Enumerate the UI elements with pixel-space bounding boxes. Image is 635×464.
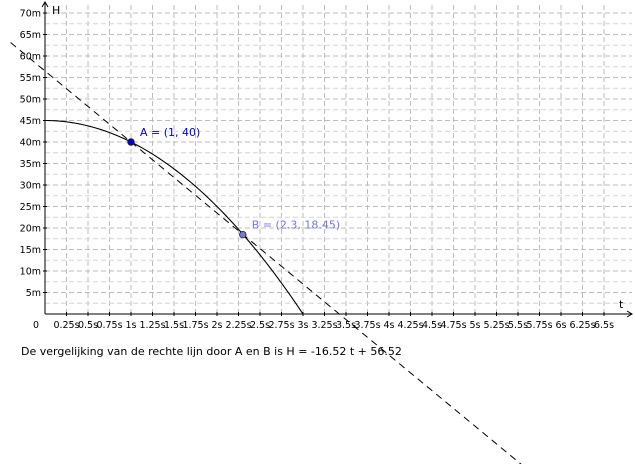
x-tick-label: 0.5s xyxy=(78,320,98,331)
point-b[interactable] xyxy=(239,230,247,239)
secant-line xyxy=(10,42,522,464)
x-tick-label: 5.25s xyxy=(483,320,509,331)
y-tick-label: 70m xyxy=(20,9,41,20)
y-tick-label: 45m xyxy=(20,116,41,127)
x-tick-label: 6.5s xyxy=(594,320,614,331)
y-tick-label: 20m xyxy=(20,224,41,235)
x-tick-label: 4s xyxy=(384,320,395,331)
x-tick-label: 2.5s xyxy=(250,320,270,331)
x-tick-label: 6.25s xyxy=(569,320,595,331)
y-tick-label: 50m xyxy=(20,95,41,106)
height-curve xyxy=(44,119,304,315)
x-tick-label: 5.75s xyxy=(526,320,552,331)
points-layer[interactable]: A = (1, 40) B = (2.3, 18.45) xyxy=(127,126,340,239)
y-tick-label: 35m xyxy=(20,159,41,170)
grid xyxy=(44,5,632,315)
y-axis-label: H xyxy=(52,4,60,17)
y-tick-label: 25m xyxy=(20,202,41,213)
series-layer xyxy=(10,42,522,464)
x-tick-label: 2s xyxy=(212,320,223,331)
x-axis-arrow xyxy=(626,310,633,318)
x-tick-label: 4.25s xyxy=(397,320,423,331)
y-tick-label: 60m xyxy=(20,52,41,63)
point-b-label: B = (2.3, 18.45) xyxy=(252,219,340,232)
x-tick-label: 2.75s xyxy=(268,320,294,331)
x-axis-label: t xyxy=(619,298,624,311)
y-axis-arrow xyxy=(41,1,49,8)
y-tick-label: 30m xyxy=(20,181,41,192)
x-tick-label: 1.5s xyxy=(164,320,184,331)
x-tick-label: 3s xyxy=(298,320,309,331)
point-a[interactable] xyxy=(127,138,135,146)
x-tick-label: 3.5s xyxy=(336,320,356,331)
x-tick-label: 5.5s xyxy=(508,320,528,331)
x-tick-label: 5s xyxy=(470,320,481,331)
x-tick-label: 3.75s xyxy=(354,320,380,331)
x-tick-label: 6s xyxy=(556,320,567,331)
x-tick-label: 4.5s xyxy=(422,320,442,331)
y-tick-labels: 5m 10m 15m 20m 25m 30m 35m 40m 45m 50m 55m 60m 65m 70… xyxy=(20,9,47,299)
x-tick-label: 0.75s xyxy=(96,320,122,331)
y-tick-label: 55m xyxy=(20,73,41,84)
x-tick-label: 1s xyxy=(126,320,137,331)
y-tick-label: 5m xyxy=(26,288,41,299)
x-tick-label: 1.25s xyxy=(139,320,165,331)
x-tick-label: 2.25s xyxy=(225,320,251,331)
point-a-label: A = (1, 40) xyxy=(140,126,200,139)
equation-caption: De vergelijking van de rechte lijn door … xyxy=(21,345,402,358)
y-tick-label: 40m xyxy=(20,138,41,149)
origin-label: 0 xyxy=(33,320,39,331)
y-tick-label: 15m xyxy=(20,245,41,256)
x-tick-label: 4.75s xyxy=(440,320,466,331)
x-tick-label: 1.75s xyxy=(182,320,208,331)
x-tick-label: 0.25s xyxy=(53,320,79,331)
y-tick-label: 65m xyxy=(20,30,41,41)
y-tick-label: 10m xyxy=(20,267,41,278)
x-tick-label: 3.25s xyxy=(311,320,337,331)
